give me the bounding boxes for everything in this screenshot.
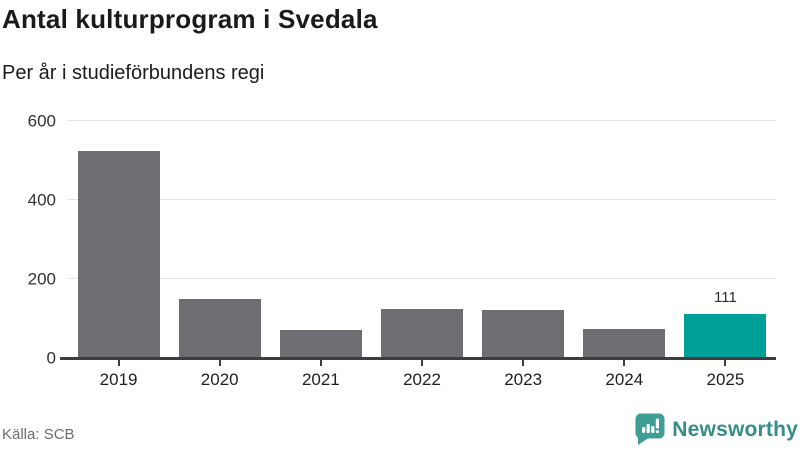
x-axis-col-2023: 2023 bbox=[473, 360, 574, 390]
x-tick-label-2023: 2023 bbox=[504, 370, 543, 389]
x-axis-col-2024: 2024 bbox=[574, 360, 675, 390]
y-tick-label-200: 200 bbox=[27, 269, 56, 289]
bar-column-2019 bbox=[68, 121, 169, 358]
plot-area: 111 bbox=[68, 120, 776, 358]
x-tick-2025 bbox=[724, 360, 727, 366]
bar-2023 bbox=[482, 309, 565, 358]
y-tick-label-600: 600 bbox=[27, 111, 56, 131]
newsworthy-speech-bubble-chart-icon bbox=[635, 413, 665, 446]
bar-2020 bbox=[178, 298, 261, 358]
chart-subtitle: Per år i studieförbundens regi bbox=[2, 62, 265, 84]
bar-column-2025: 111 bbox=[675, 121, 776, 358]
x-tick-label-2021: 2021 bbox=[301, 370, 340, 389]
x-axis-col-2019: 2019 bbox=[68, 360, 169, 390]
icon-bubble bbox=[635, 413, 665, 445]
source-note: Källa: SCB bbox=[2, 426, 75, 443]
x-tick-2023 bbox=[522, 360, 525, 366]
x-axis-col-2020: 2020 bbox=[169, 360, 270, 390]
y-axis-labels: 0 200 400 600 bbox=[0, 113, 56, 367]
bar-series: 111 bbox=[68, 121, 776, 358]
x-tick-2020 bbox=[218, 360, 221, 366]
bar-2019 bbox=[77, 151, 160, 358]
x-axis-labels: 2019 2020 2021 2022 2023 2024 2025 bbox=[68, 360, 776, 390]
brand-logo: Newsworthy bbox=[635, 413, 798, 446]
x-tick-label-2024: 2024 bbox=[605, 370, 644, 389]
bar-2021 bbox=[279, 329, 362, 358]
y-tick-label-0: 0 bbox=[46, 348, 56, 368]
bar-2024 bbox=[583, 328, 666, 358]
bar-column-2023 bbox=[473, 121, 574, 358]
x-tick-2024 bbox=[623, 360, 626, 366]
x-axis-col-2025: 2025 bbox=[675, 360, 776, 390]
bar-column-2022 bbox=[371, 121, 472, 358]
x-tick-label-2025: 2025 bbox=[706, 370, 745, 389]
x-tick-2021 bbox=[319, 360, 322, 366]
x-tick-label-2022: 2022 bbox=[403, 370, 441, 389]
x-tick-2022 bbox=[420, 360, 423, 366]
bar-column-2024 bbox=[574, 121, 675, 358]
x-axis-col-2022: 2022 bbox=[371, 360, 472, 390]
value-label-2025: 111 bbox=[714, 289, 737, 307]
brand-name: Newsworthy bbox=[672, 417, 798, 441]
x-axis-col-2021: 2021 bbox=[270, 360, 371, 390]
gridline-400 bbox=[68, 199, 776, 201]
bar-column-2020 bbox=[169, 121, 270, 358]
gridline-200 bbox=[68, 278, 776, 280]
x-tick-label-2020: 2020 bbox=[200, 370, 239, 389]
x-axis-line bbox=[60, 357, 776, 360]
x-tick-label-2019: 2019 bbox=[99, 370, 138, 389]
gridline-600 bbox=[68, 120, 776, 121]
bar-column-2021 bbox=[270, 121, 371, 358]
x-tick-2019 bbox=[117, 360, 120, 366]
bar-2025 bbox=[684, 314, 767, 358]
chart-title: Antal kulturprogram i Svedala bbox=[2, 4, 378, 34]
y-tick-label-400: 400 bbox=[27, 190, 56, 210]
bar-2022 bbox=[381, 309, 463, 358]
